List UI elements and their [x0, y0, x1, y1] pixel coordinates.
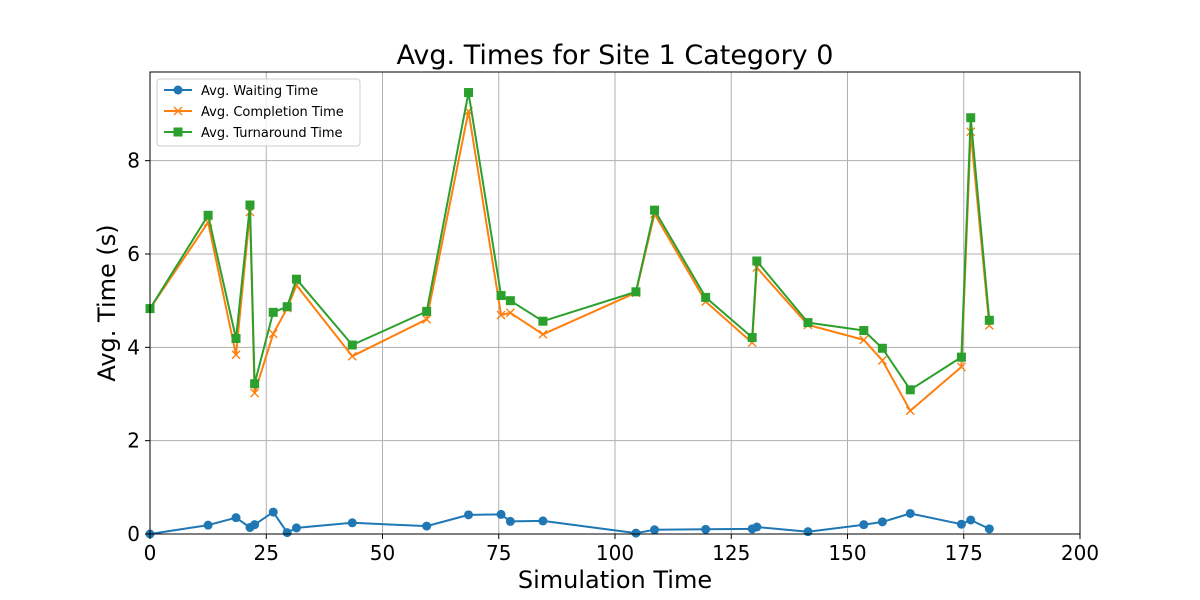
- avg-completion-time-point: [496, 310, 506, 320]
- avg-waiting-time-point: [650, 525, 660, 535]
- avg-waiting-time-point: [984, 524, 994, 534]
- avg-completion-time-point: [268, 329, 278, 339]
- avg-turnaround-time-point: [505, 296, 515, 306]
- avg-completion-time-point: [877, 355, 887, 365]
- avg-turnaround-time-point: [231, 333, 241, 343]
- avg-turnaround-time-point: [422, 306, 432, 316]
- avg-turnaround-time-point: [538, 316, 548, 326]
- x-tick-label: 75: [486, 541, 511, 565]
- avg-turnaround-time-point: [984, 315, 994, 325]
- avg-turnaround-time-point: [268, 307, 278, 317]
- avg-completion-time-point: [859, 335, 869, 345]
- avg-turnaround-time-point: [250, 379, 260, 389]
- x-tick-label: 200: [1061, 541, 1099, 565]
- chart-title: Avg. Times for Site 1 Category 0: [397, 40, 834, 71]
- avg-waiting-time-point: [966, 515, 976, 525]
- y-tick-label: 0: [127, 522, 140, 546]
- avg-waiting-time-point: [422, 521, 432, 531]
- avg-waiting-time-point: [231, 513, 241, 523]
- series-layer: [145, 88, 994, 539]
- avg-turnaround-time-point: [291, 274, 301, 284]
- avg-turnaround-time-point: [752, 256, 762, 266]
- avg-turnaround-time-point: [203, 210, 213, 220]
- x-tick-label: 100: [596, 541, 634, 565]
- avg-waiting-time-point: [701, 524, 711, 534]
- legend: Avg. Waiting Time Avg. Completion Time Avg…: [156, 78, 361, 147]
- x-tick-label: 25: [254, 541, 279, 565]
- avg-waiting-time-point: [859, 520, 869, 530]
- avg-completion-time-point: [905, 406, 915, 416]
- legend-item-avg-waiting-time: Avg. Waiting Time: [164, 84, 318, 99]
- avg-turnaround-time-point: [650, 205, 660, 215]
- avg-waiting-time-point: [877, 517, 887, 527]
- legend-label: Avg. Waiting Time: [201, 84, 318, 99]
- y-axis-label: Avg. Time (s): [93, 224, 121, 381]
- avg-turnaround-time-point: [631, 287, 641, 297]
- series-avg-turnaround-time: [145, 88, 994, 395]
- avg-completion-time-point: [250, 388, 260, 398]
- avg-turnaround-time-point: [701, 292, 711, 302]
- x-tick-label: 175: [945, 541, 983, 565]
- avg-turnaround-time-point: [859, 326, 869, 336]
- avg-completion-time-point: [505, 308, 515, 318]
- avg-turnaround-time-point: [747, 333, 757, 343]
- x-tick-label: 50: [370, 541, 395, 565]
- avg-turnaround-time-point: [956, 352, 966, 362]
- ticks: 0 25 50 75 100 125 150 175 200 0 2 4 6 8: [127, 149, 1099, 565]
- avg-turnaround-time-point: [905, 385, 915, 395]
- x-tick-label: 150: [828, 541, 866, 565]
- avg-waiting-time-point: [505, 516, 515, 526]
- avg-turnaround-time-point: [245, 200, 255, 210]
- x-axis-label: Simulation Time: [518, 566, 712, 594]
- avg-waiting-time-point: [250, 520, 260, 530]
- legend-marker: [173, 127, 183, 137]
- avg-turnaround-time-point: [803, 318, 813, 328]
- avg-waiting-time-point: [538, 516, 548, 526]
- y-tick-label: 8: [127, 149, 140, 173]
- avg-completion-time-point: [538, 329, 548, 339]
- avg-turnaround-time-point: [347, 340, 357, 350]
- y-tick-label: 4: [127, 335, 140, 359]
- y-tick-label: 6: [127, 242, 140, 266]
- avg-turnaround-time-point: [464, 88, 474, 98]
- avg-completion-time-point: [347, 351, 357, 361]
- avg-waiting-time-point: [905, 508, 915, 518]
- avg-waiting-time-point: [268, 507, 278, 517]
- avg-waiting-time-point: [282, 528, 292, 538]
- avg-turnaround-time-point: [966, 113, 976, 123]
- avg-turnaround-time-point: [282, 302, 292, 312]
- avg-waiting-time-point: [291, 523, 301, 533]
- legend-marker: [173, 85, 183, 95]
- avg-turnaround-time-point: [877, 343, 887, 353]
- avg-waiting-time-point: [464, 510, 474, 520]
- legend-label: Avg. Completion Time: [201, 105, 344, 120]
- avg-waiting-time-point: [752, 522, 762, 532]
- legend-box: [156, 78, 361, 147]
- legend-item-avg-completion-time: Avg. Completion Time: [164, 105, 344, 120]
- avg-waiting-time-point: [203, 520, 213, 530]
- legend-item-avg-turnaround-time: Avg. Turnaround Time: [164, 126, 343, 141]
- avg-waiting-time-point: [347, 518, 357, 528]
- y-tick-label: 2: [127, 429, 140, 453]
- series-avg-waiting-time: [145, 507, 994, 539]
- avg-waiting-time-point: [956, 519, 966, 529]
- avg-waiting-time-point: [803, 527, 813, 537]
- avg-completion-time-point: [422, 314, 432, 324]
- avg-turnaround-time-point: [496, 291, 506, 301]
- avg-completion-time-point: [956, 362, 966, 372]
- avg-waiting-time-point: [631, 528, 641, 538]
- avg-waiting-time-point: [496, 509, 506, 519]
- x-tick-label: 0: [144, 541, 157, 565]
- avg-completion-time-point: [231, 350, 241, 360]
- legend-marker: [173, 106, 183, 116]
- x-tick-label: 125: [712, 541, 750, 565]
- legend-label: Avg. Turnaround Time: [201, 126, 343, 141]
